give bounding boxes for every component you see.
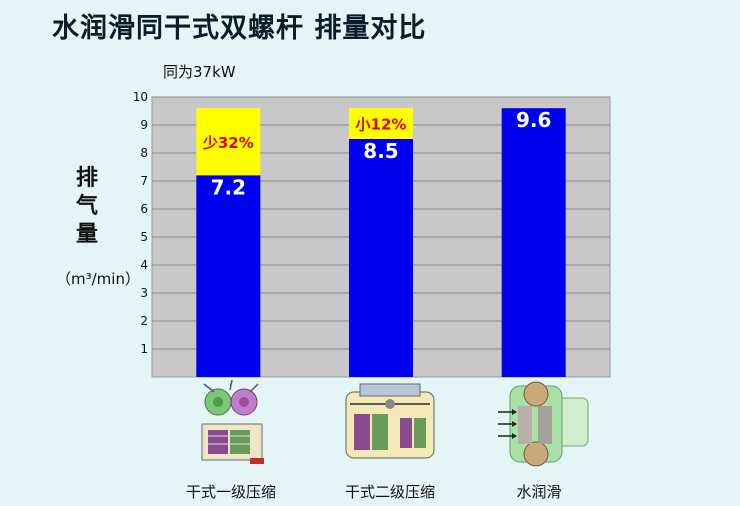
difference-bar (349, 108, 413, 139)
y-tick-label: 8 (140, 146, 148, 160)
y-tick-label: 7 (140, 174, 148, 188)
y-tick-label: 4 (140, 258, 148, 272)
value-label: 7.2 (211, 175, 246, 199)
y-tick-label: 6 (140, 202, 148, 216)
value-label: 8.5 (363, 139, 398, 163)
page-title: 水润滑同干式双螺杆 排量对比 (52, 13, 427, 44)
y-axis-label-char: 气 (76, 194, 99, 219)
y-tick-label: 2 (140, 314, 148, 328)
dry-two-stage-compressor-icon (345, 383, 435, 459)
y-tick-label: 5 (140, 230, 148, 244)
water-lubricated-compressor-icon (498, 381, 589, 467)
y-tick-label: 10 (133, 90, 148, 104)
x-axis-label: 干式二级压缩 (344, 483, 435, 501)
chart-subtitle: 同为37kW (163, 63, 236, 81)
bar (501, 108, 566, 377)
y-tick-label: 1 (140, 342, 148, 356)
difference-label: 少32% (202, 134, 254, 152)
x-axis-label: 干式一级压缩 (185, 483, 276, 501)
bar (349, 139, 413, 377)
difference-label: 小12% (356, 116, 407, 134)
y-tick-label: 9 (140, 118, 148, 132)
value-label: 9.6 (516, 108, 551, 132)
bar (196, 175, 261, 377)
y-axis-unit: （m³/min） (56, 270, 140, 288)
y-tick-label: 3 (140, 286, 148, 300)
y-axis-label-char: 排 (76, 166, 99, 191)
dry-single-stage-compressor-icon (201, 379, 264, 464)
difference-bar (196, 108, 261, 176)
y-axis-label-char: 量 (76, 222, 99, 247)
x-axis-label: 水润滑 (516, 483, 562, 501)
